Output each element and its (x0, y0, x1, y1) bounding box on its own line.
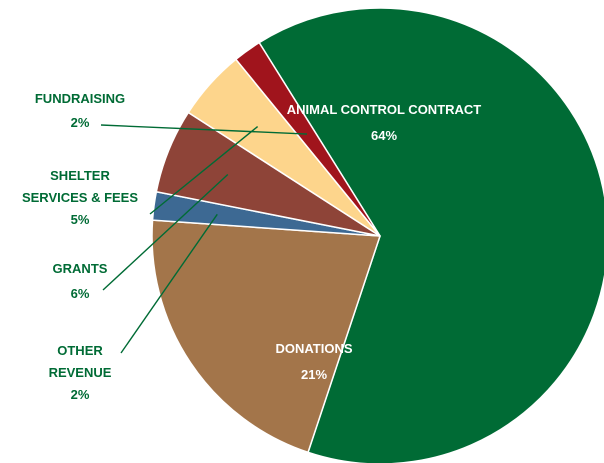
leader-line-grants (102, 173, 229, 291)
leader-line-fundraising (100, 124, 308, 135)
slice-label-shelter-services-and-fees: SHELTER (50, 168, 110, 183)
slice-label-grants: GRANTS (53, 261, 108, 276)
leader-line-other-revenue (120, 213, 218, 354)
leader-line-shelter-services-and-fees (149, 126, 259, 215)
slice-label-animal-control-contract: ANIMAL CONTROL CONTRACT (287, 102, 482, 117)
slice-label-fundraising: FUNDRAISING (35, 91, 125, 106)
slice-label-shelter-services-and-fees: SERVICES & FEES (22, 190, 138, 205)
slice-value-grants: 6% (71, 286, 90, 301)
slice-value-donations: 21% (301, 367, 327, 382)
slice-value-shelter-services-and-fees: 5% (71, 212, 90, 227)
slice-label-other-revenue: REVENUE (49, 365, 112, 380)
slice-value-other-revenue: 2% (71, 387, 90, 402)
slice-donations (151, 219, 381, 454)
slice-fundraising (235, 41, 381, 237)
slice-label-other-revenue: OTHER (57, 343, 103, 358)
slice-label-donations: DONATIONS (275, 341, 352, 356)
slice-animal-control-contract (258, 7, 604, 463)
slice-value-animal-control-contract: 64% (371, 128, 397, 143)
slice-value-fundraising: 2% (71, 115, 90, 130)
